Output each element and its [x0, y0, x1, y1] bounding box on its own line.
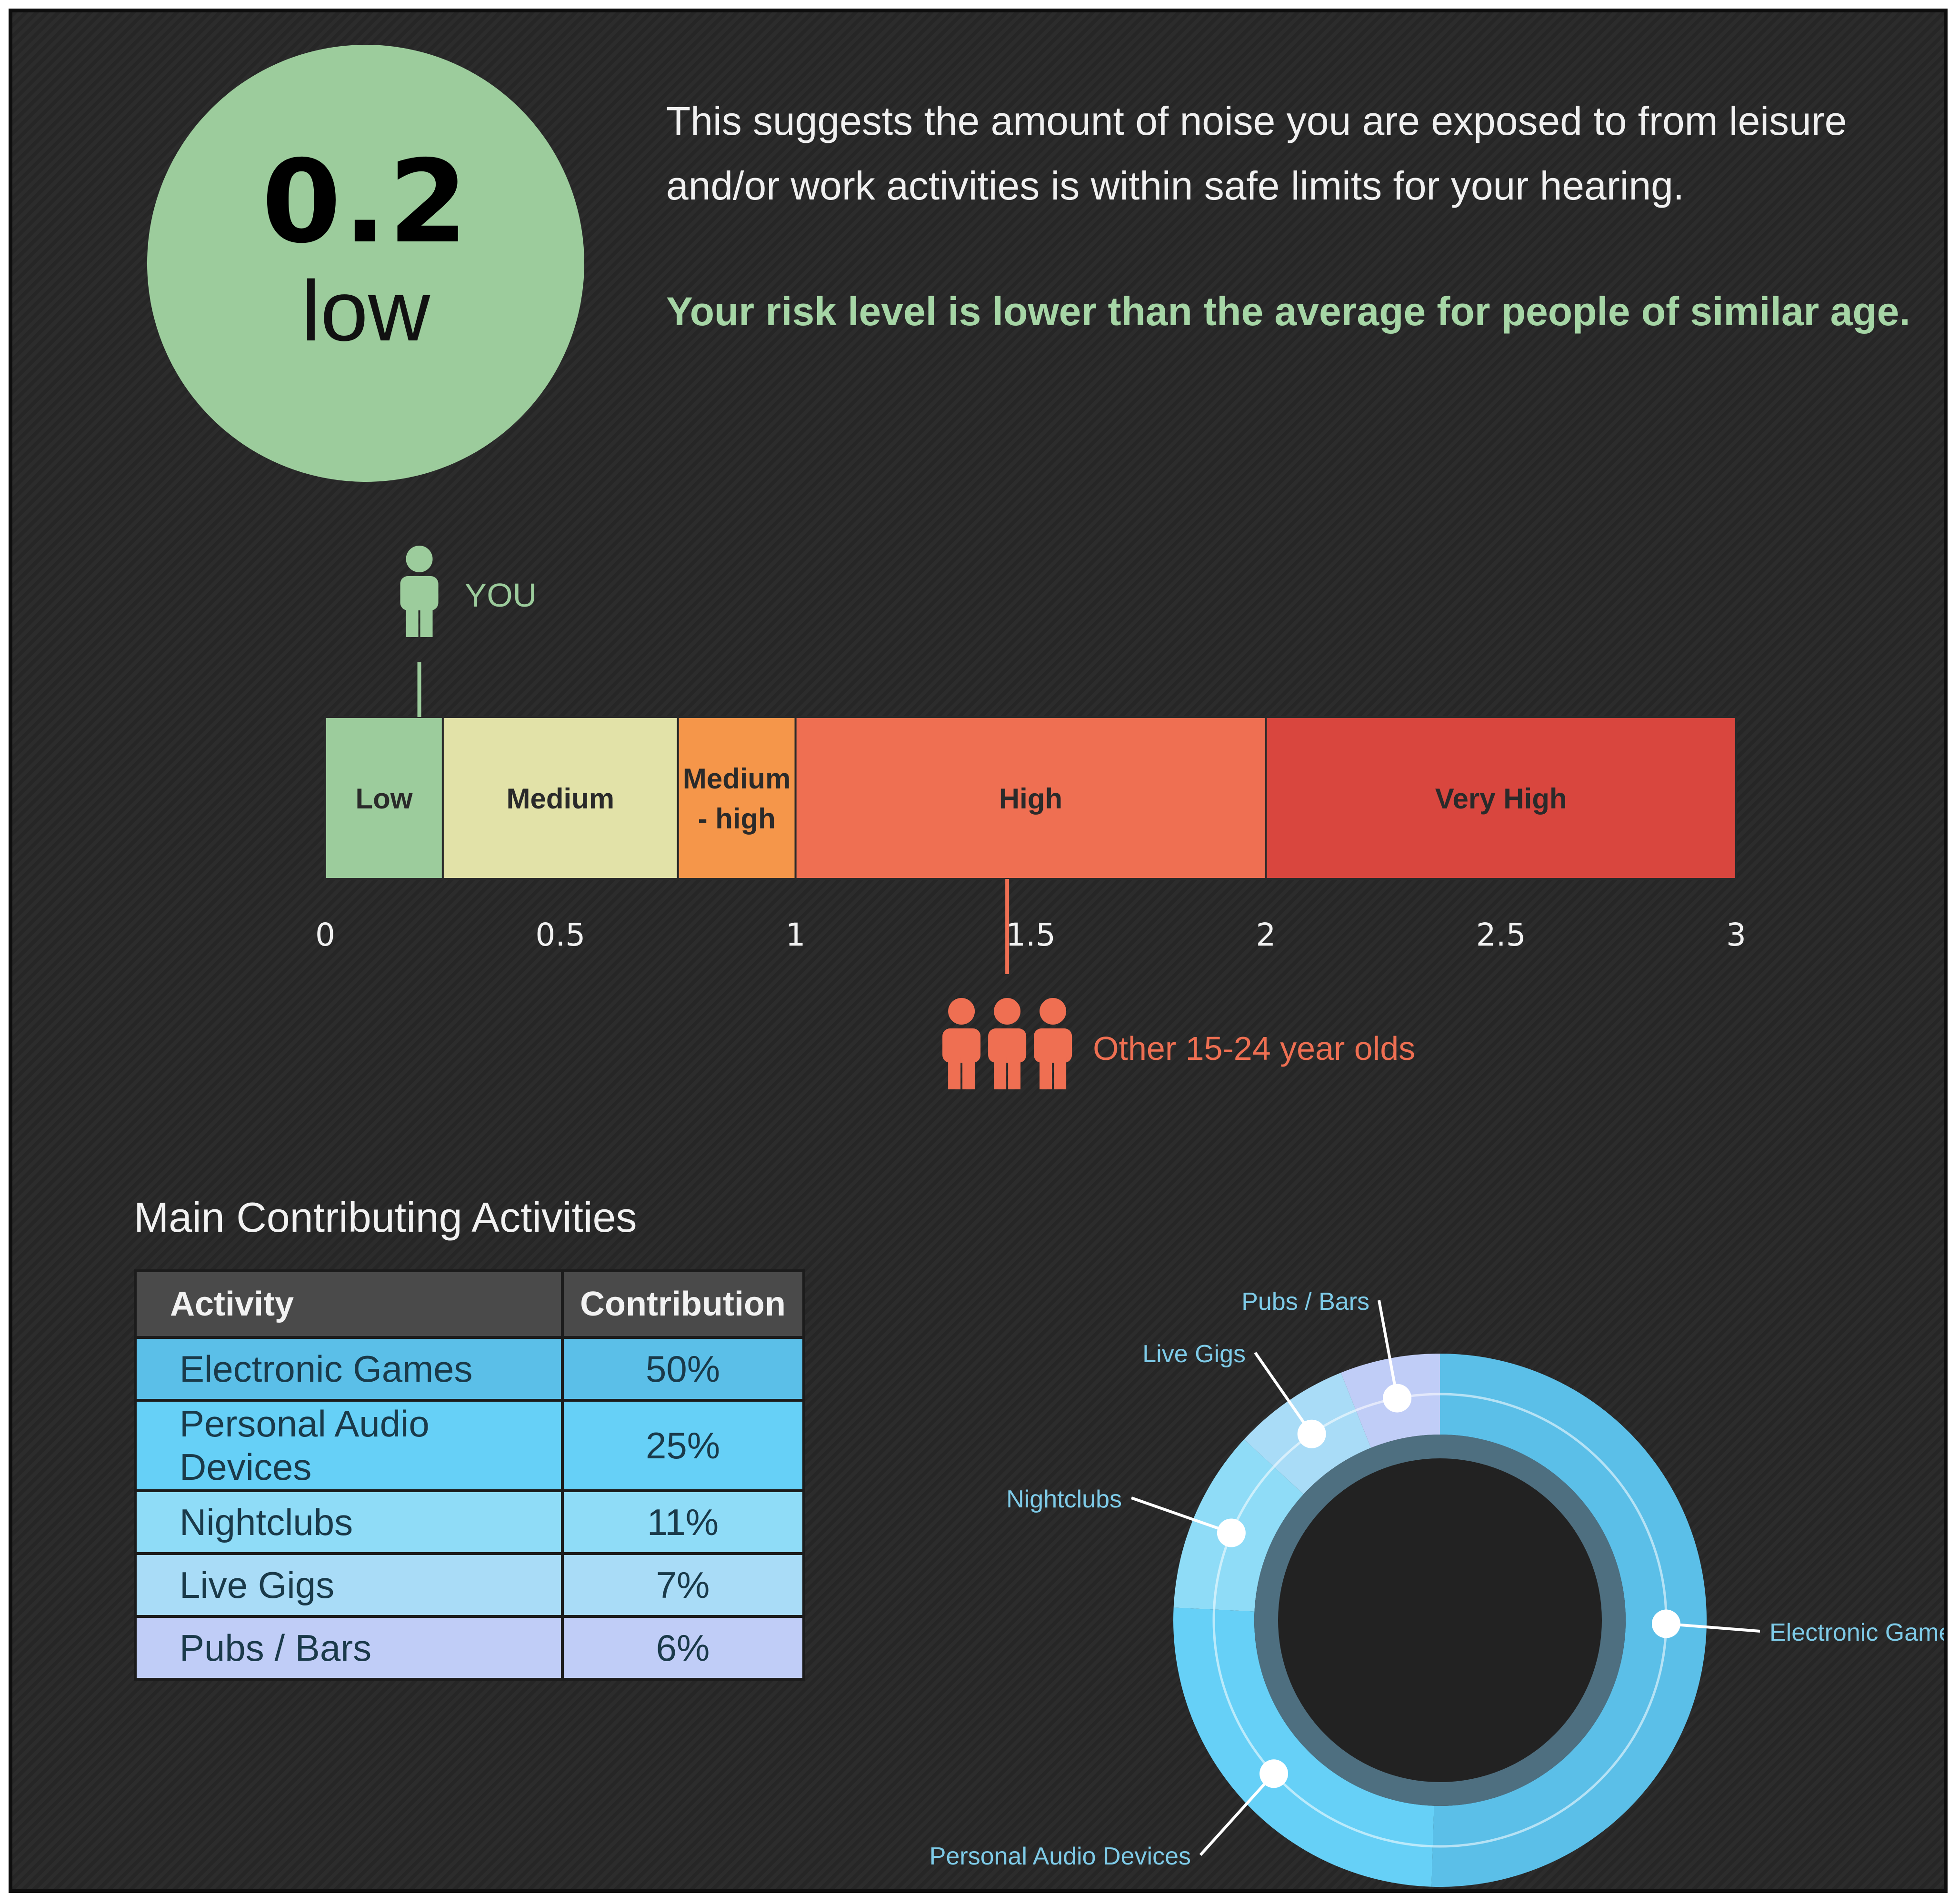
peer-label: Other 15-24 year olds: [1093, 1030, 1415, 1067]
person-leg: [1039, 1057, 1052, 1089]
risk-tick-label: 1.5: [1006, 917, 1056, 953]
risk-score-badge: 0.2 low: [147, 45, 584, 482]
activity-name: Nightclubs: [134, 1489, 564, 1555]
activity-contribution: 25%: [561, 1399, 805, 1492]
risk-tick-label: 1: [786, 917, 806, 953]
person-leg: [420, 605, 433, 637]
donut-label: Pubs / Bars: [1241, 1288, 1369, 1316]
person-head: [948, 998, 975, 1025]
column-header-activity: Activity: [134, 1269, 564, 1339]
risk-band-0: [324, 716, 444, 880]
activity-contribution: 6%: [561, 1615, 805, 1681]
donut-label: Live Gigs: [1142, 1340, 1246, 1368]
table-row: Electronic Games 50%: [134, 1336, 805, 1402]
activity-contribution: 50%: [561, 1336, 805, 1402]
group-icon: [942, 998, 981, 1089]
person-head: [406, 546, 433, 572]
table-row: Nightclubs 11%: [134, 1489, 805, 1555]
activity-name: Electronic Games: [134, 1336, 564, 1402]
person-head: [994, 998, 1021, 1025]
risk-tick-label: 2: [1256, 917, 1276, 953]
table-row: Personal Audio Devices 25%: [134, 1399, 805, 1492]
group-icon: [988, 998, 1027, 1089]
person-leg: [1008, 1057, 1021, 1089]
donut-connector: [1666, 1622, 1760, 1633]
person-body: [988, 1028, 1027, 1063]
person-body: [1034, 1028, 1072, 1063]
activity-name: Personal Audio Devices: [134, 1399, 564, 1492]
person-body: [400, 576, 439, 610]
comparison-text: Your risk level is lower than the averag…: [666, 289, 1910, 334]
donut-slice: [1173, 1607, 1434, 1887]
donut-label: Personal Audio Devices: [930, 1843, 1191, 1870]
activity-contribution: 7%: [561, 1552, 805, 1618]
activity-contribution: 11%: [561, 1489, 805, 1555]
donut-label: Nightclubs: [1006, 1485, 1122, 1513]
summary-text: This suggests the amount of noise you ar…: [666, 99, 1847, 208]
risk-tick-label: 3: [1726, 917, 1746, 953]
donut-connector: [1254, 1352, 1313, 1435]
donut-label: Electronic Games: [1769, 1619, 1948, 1646]
person-leg: [962, 1057, 975, 1089]
risk-tick-label: 0: [315, 917, 335, 953]
table-header-row: Activity Contribution: [134, 1269, 805, 1339]
risk-band-label: - high: [698, 803, 776, 835]
risk-band-3: [794, 716, 1267, 880]
results-panel: 0.2 low This suggests the amount of nois…: [9, 9, 1948, 1893]
person-body: [942, 1028, 981, 1063]
risk-score-label: low: [301, 263, 430, 359]
donut-slice: [1431, 1353, 1707, 1887]
person-leg: [1054, 1057, 1067, 1089]
donut-connector: [1199, 1773, 1275, 1856]
activity-name: Pubs / Bars: [134, 1615, 564, 1681]
person-head: [1039, 998, 1067, 1025]
risk-band-2: [677, 716, 797, 880]
risk-band-label: Low: [355, 783, 412, 815]
risk-score-value: 0.2: [261, 135, 470, 269]
activities-title: Main Contributing Activities: [134, 1194, 637, 1241]
risk-band-label: High: [999, 783, 1062, 815]
group-icon: [1034, 998, 1072, 1089]
donut-connector: [1131, 1496, 1232, 1535]
activities-table: Activity Contribution Electronic Games 50…: [134, 1269, 805, 1681]
table-row: Pubs / Bars 6%: [134, 1615, 805, 1681]
column-header-contribution: Contribution: [561, 1269, 805, 1339]
person-leg: [994, 1057, 1007, 1089]
risk-band-4: [1265, 716, 1737, 880]
table-row: Live Gigs 7%: [134, 1552, 805, 1618]
risk-band-label: Very High: [1435, 783, 1567, 815]
risk-band-label: Medium: [506, 783, 614, 815]
risk-tick-label: 0.5: [535, 917, 585, 953]
you-label: YOU: [465, 577, 537, 614]
risk-tick-label: 2.5: [1476, 917, 1526, 953]
activity-name: Live Gigs: [134, 1552, 564, 1618]
donut-connector: [1378, 1300, 1399, 1399]
donut-center: [1278, 1458, 1602, 1782]
person-leg: [406, 605, 419, 637]
person-icon: [400, 546, 439, 637]
risk-band-label: Medium: [683, 763, 791, 795]
donut-guide-ring: [1212, 1393, 1668, 1848]
person-leg: [948, 1057, 961, 1089]
